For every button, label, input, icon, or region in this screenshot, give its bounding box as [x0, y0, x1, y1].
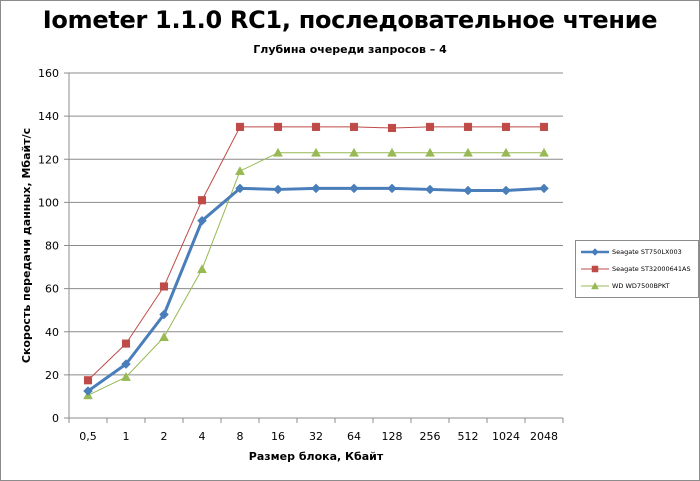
axes	[64, 72, 564, 423]
y-tick-label-80: 80	[45, 240, 59, 253]
x-tick-label-8: 128	[382, 430, 403, 443]
series-0-point-6	[311, 183, 321, 194]
legend-marker-series-2	[591, 281, 599, 290]
series-1-point-10	[463, 122, 473, 131]
x-tick-label-9: 256	[420, 430, 441, 443]
series-markers	[83, 122, 549, 400]
legend-item-series-2: WD WD7500BPKT	[580, 279, 670, 293]
series-0-point-8	[387, 183, 397, 194]
legend-item-series-0: Seagate ST750LX003	[580, 245, 682, 259]
series-2-point-9	[425, 147, 435, 157]
series-1-point-9	[425, 122, 435, 131]
x-tick-label-4: 8	[237, 430, 244, 443]
series-1-point-12	[539, 122, 549, 131]
legend: Seagate ST750LX003 Seagate ST32000641AS …	[575, 240, 699, 298]
y-tick-label-100: 100	[38, 196, 59, 209]
y-tick-label-160: 160	[38, 67, 59, 80]
series-2-point-12	[539, 147, 549, 157]
legend-marker-series-0	[591, 248, 599, 256]
y-tick-label-0: 0	[52, 412, 59, 425]
series-0-point-9	[425, 184, 435, 195]
x-tick-label-1: 1	[123, 430, 130, 443]
series-2-point-10	[463, 147, 473, 157]
series-0-point-11	[501, 185, 511, 196]
series-0-point-4	[235, 183, 245, 194]
chart-subtitle: Глубина очереди запросов – 4	[253, 43, 447, 56]
series-1-point-5	[273, 122, 283, 131]
series-1-point-0	[83, 376, 93, 385]
series-line-1	[87, 126, 544, 381]
series-0-point-3	[197, 215, 207, 226]
legend-swatch-series-0	[581, 248, 609, 256]
y-tick-label-20: 20	[45, 369, 59, 382]
series-2-point-7	[349, 147, 359, 157]
x-tick-label-2: 2	[161, 430, 168, 443]
y-tick-label-140: 140	[38, 110, 59, 123]
legend-swatch-series-1	[581, 265, 609, 273]
series-0-point-10	[463, 185, 473, 196]
x-tick-label-6: 32	[309, 430, 323, 443]
series-1-point-2	[159, 282, 169, 291]
y-tick-label-40: 40	[45, 326, 59, 339]
y-tick-labels: 0 20 40 60 80 100 120 140 160	[38, 67, 59, 425]
series-0-point-12	[539, 183, 549, 194]
chart-title: Iometer 1.1.0 RC1, последовательное чтен…	[42, 6, 658, 34]
y-tick-label-120: 120	[38, 153, 59, 166]
y-axis-title: Скорость передачи данных, Мбайт/с	[20, 128, 33, 363]
series-1-point-6	[311, 122, 321, 131]
gridlines	[69, 72, 563, 376]
series-0-point-7	[349, 183, 359, 194]
series-2-point-3	[197, 264, 207, 274]
series-line-0	[87, 186, 545, 393]
legend-label-series-0: Seagate ST750LX003	[612, 248, 682, 256]
y-tick-label-60: 60	[45, 283, 59, 296]
legend-label-series-1: Seagate ST32000641AS	[612, 265, 691, 273]
x-tick-label-3: 4	[199, 430, 206, 443]
series-2-point-5	[273, 147, 283, 157]
series-0-point-5	[273, 184, 283, 195]
x-axis-title: Размер блока, Кбайт	[249, 450, 384, 463]
x-tick-label-12: 2048	[530, 430, 558, 443]
series-2-point-1	[121, 372, 131, 381]
series-2-point-2	[159, 332, 169, 341]
x-tick-label-0: 0,5	[79, 430, 97, 443]
x-tick-label-10: 512	[458, 430, 479, 443]
series-1-point-11	[501, 122, 511, 131]
series-2-point-11	[501, 147, 511, 157]
legend-swatch-series-2	[581, 281, 609, 290]
x-tick-label-7: 64	[347, 430, 361, 443]
x-tick-labels: 0,5 1 2 4 8 16 32 64 128 256 512 1024 2048	[79, 430, 558, 443]
series-1-point-8	[387, 123, 397, 133]
series-lines	[87, 126, 545, 396]
series-0-point-1	[121, 359, 131, 369]
legend-item-series-1: Seagate ST32000641AS	[580, 262, 691, 276]
series-1-point-7	[349, 122, 359, 131]
series-0-point-2	[159, 309, 169, 320]
series-0-point-0	[83, 386, 93, 396]
series-2-point-4	[235, 166, 245, 175]
series-1-point-3	[197, 196, 207, 205]
legend-label-series-2: WD WD7500BPKT	[612, 282, 670, 290]
legend-marker-series-1	[591, 265, 599, 273]
x-tick-label-5: 16	[271, 430, 285, 443]
x-tick-label-11: 1024	[492, 430, 520, 443]
series-1-point-1	[121, 339, 131, 348]
series-2-point-6	[311, 147, 321, 157]
series-1-point-4	[235, 122, 245, 131]
series-2-point-8	[387, 147, 397, 157]
